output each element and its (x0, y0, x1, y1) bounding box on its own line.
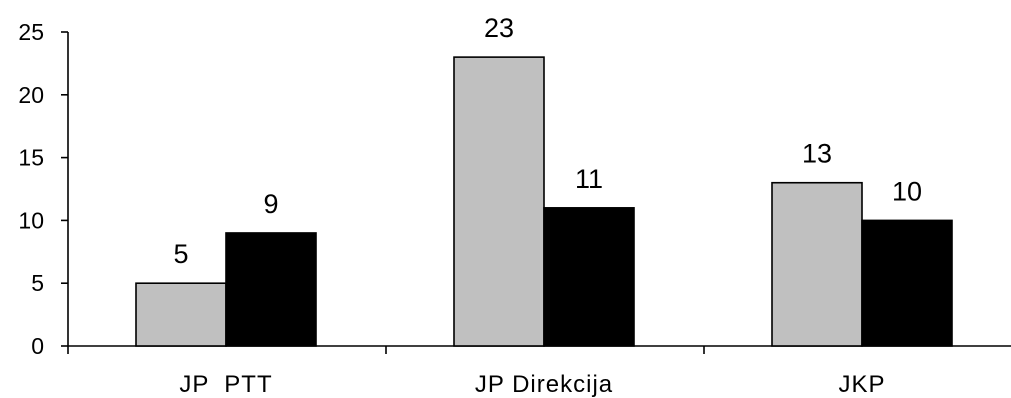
bar-series-1-0 (135, 282, 227, 347)
y-tick-label: 5 (31, 270, 44, 296)
y-tick-label: 0 (31, 333, 44, 359)
y-tick-label: 15 (18, 145, 44, 171)
data-labels: 5 23 13 9 11 10 (173, 13, 922, 269)
bar-series-1-2 (771, 181, 863, 347)
y-axis: 0 5 10 15 20 25 (18, 19, 69, 359)
x-category-label: JP PTT (179, 371, 272, 398)
data-label-series-1-2: 13 (802, 139, 832, 169)
data-label-series-2-2: 10 (892, 176, 922, 206)
x-category-label: JP Direkcija (475, 371, 613, 398)
x-axis: JP PTT JP Direkcija JKP (67, 345, 1011, 398)
y-tick-label: 10 (18, 207, 44, 233)
bars (135, 56, 953, 347)
data-label-series-2-0: 9 (263, 189, 278, 219)
bar-series-2-0 (225, 232, 317, 347)
data-label-series-1-1: 23 (484, 13, 514, 43)
bar-series-1-1 (453, 56, 545, 347)
y-tick-label: 25 (18, 19, 44, 45)
bar-series-2-1 (543, 207, 635, 347)
y-tick-label: 20 (18, 82, 44, 108)
data-label-series-2-1: 11 (575, 164, 603, 194)
data-label-series-1-0: 5 (173, 239, 188, 269)
x-category-label: JKP (838, 371, 885, 398)
bar-series-2-2 (861, 219, 953, 347)
